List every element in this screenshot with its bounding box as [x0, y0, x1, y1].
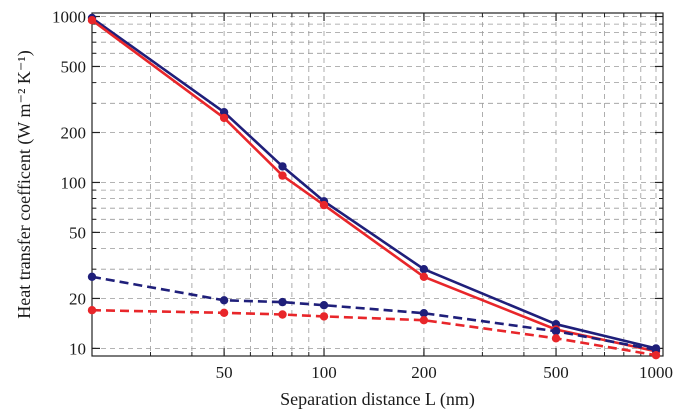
data-point	[419, 265, 429, 274]
data-point	[551, 327, 561, 336]
y-tick-label: 500	[61, 57, 87, 76]
data-point	[87, 272, 97, 281]
data-point	[551, 334, 561, 343]
data-point	[419, 316, 429, 325]
x-tick-label: 50	[216, 363, 233, 382]
series-line	[91, 19, 657, 353]
axis-ticks	[91, 13, 663, 357]
x-tick-label: 200	[411, 363, 437, 382]
series-2	[87, 16, 661, 356]
x-axis-title: Separation distance L (nm)	[280, 389, 475, 410]
plot-frame	[91, 12, 664, 357]
data-point	[87, 306, 97, 315]
data-point	[419, 272, 429, 281]
x-tick-label: 1000	[639, 363, 673, 382]
data-point	[219, 113, 229, 123]
data-point	[278, 162, 287, 171]
x-tick-label: 100	[311, 363, 337, 382]
data-point	[651, 351, 661, 360]
y-axis-title: Heat transfer coefficent (W m⁻² K⁻¹)	[14, 50, 35, 319]
data-point	[278, 310, 287, 319]
data-point	[278, 171, 287, 180]
data-point	[219, 296, 229, 305]
y-tick-label: 20	[69, 289, 86, 308]
y-tick-label: 100	[61, 173, 87, 192]
series-lines	[87, 13, 661, 360]
tick-labels: 50 100 200 500 1000 10 20 50 100 200 500 1000	[52, 8, 673, 382]
grid	[91, 13, 663, 357]
series-4	[87, 306, 661, 360]
data-point	[278, 297, 287, 307]
data-point	[319, 312, 329, 321]
y-tick-label: 50	[69, 223, 86, 242]
y-tick-label: 200	[61, 124, 87, 143]
series-3	[87, 272, 661, 355]
data-point	[319, 200, 329, 210]
series-line	[91, 275, 657, 352]
series-1	[87, 13, 661, 353]
y-tick-label: 10	[69, 339, 86, 358]
data-point	[319, 301, 329, 310]
y-tick-label: 1000	[52, 8, 86, 27]
x-tick-label: 500	[543, 363, 569, 382]
data-point	[219, 308, 229, 317]
data-point	[87, 16, 97, 25]
data-point	[419, 309, 429, 318]
